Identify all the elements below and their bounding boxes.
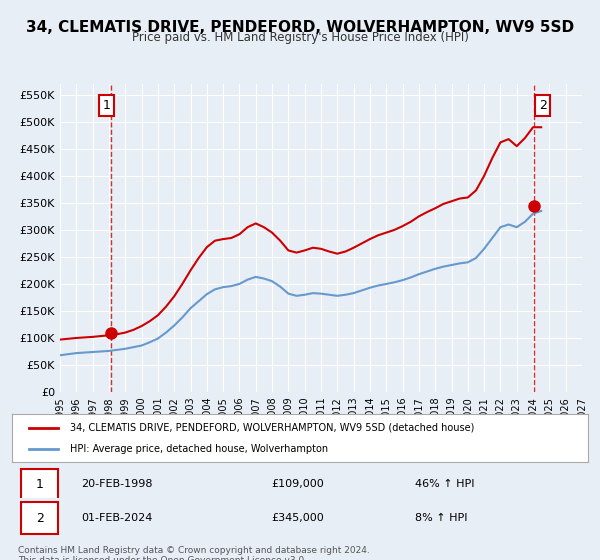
FancyBboxPatch shape	[20, 469, 58, 500]
Text: 1: 1	[103, 99, 110, 112]
Text: £109,000: £109,000	[271, 479, 324, 489]
Text: £345,000: £345,000	[271, 513, 324, 523]
Text: Contains HM Land Registry data © Crown copyright and database right 2024.
This d: Contains HM Land Registry data © Crown c…	[18, 546, 370, 560]
Text: 2: 2	[539, 99, 547, 112]
Text: Price paid vs. HM Land Registry's House Price Index (HPI): Price paid vs. HM Land Registry's House …	[131, 31, 469, 44]
Text: 34, CLEMATIS DRIVE, PENDEFORD, WOLVERHAMPTON, WV9 5SD: 34, CLEMATIS DRIVE, PENDEFORD, WOLVERHAM…	[26, 20, 574, 35]
Text: 46% ↑ HPI: 46% ↑ HPI	[415, 479, 475, 489]
FancyBboxPatch shape	[20, 502, 58, 534]
Text: 8% ↑ HPI: 8% ↑ HPI	[415, 513, 468, 523]
Text: 34, CLEMATIS DRIVE, PENDEFORD, WOLVERHAMPTON, WV9 5SD (detached house): 34, CLEMATIS DRIVE, PENDEFORD, WOLVERHAM…	[70, 423, 474, 433]
Text: 01-FEB-2024: 01-FEB-2024	[81, 513, 152, 523]
Text: 20-FEB-1998: 20-FEB-1998	[81, 479, 152, 489]
Text: 1: 1	[36, 478, 44, 491]
Text: 2: 2	[36, 511, 44, 525]
Text: HPI: Average price, detached house, Wolverhampton: HPI: Average price, detached house, Wolv…	[70, 444, 328, 454]
